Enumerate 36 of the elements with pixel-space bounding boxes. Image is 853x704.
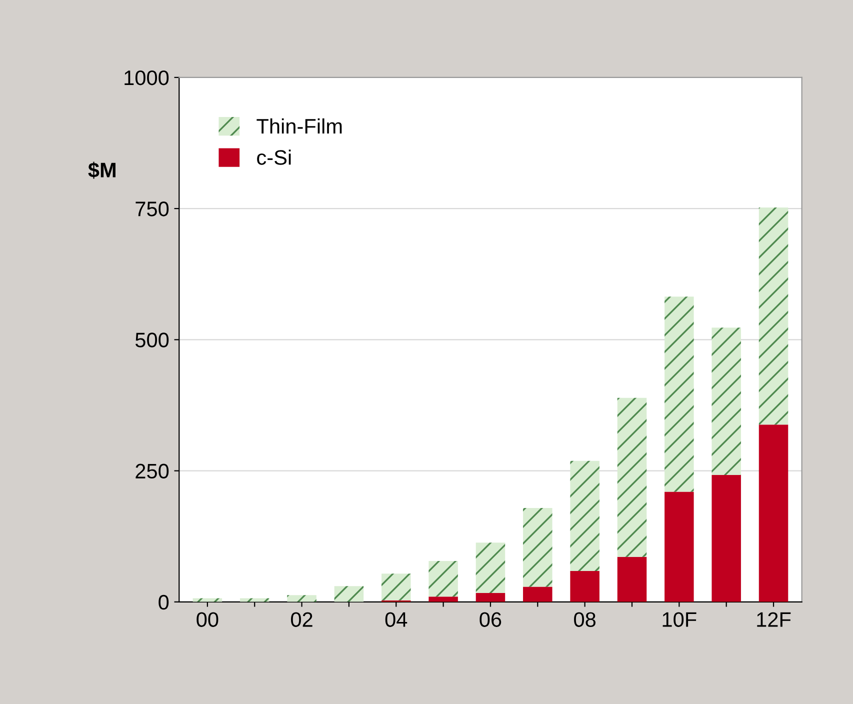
- bar: [712, 328, 741, 475]
- x-tick-label: 06: [480, 612, 502, 627]
- bar: [428, 596, 458, 602]
- bar: [334, 586, 364, 602]
- y-tick-label: 250: [136, 464, 169, 479]
- y-axis-title: $M: [88, 162, 116, 179]
- bar: [240, 598, 270, 602]
- bar: [758, 424, 788, 602]
- x-tick-label: 00: [196, 612, 218, 627]
- bar: [664, 296, 694, 492]
- y-tick-label: 1000: [124, 70, 169, 86]
- x-tick-label: 12F: [757, 612, 791, 627]
- bar: [664, 492, 694, 602]
- x-tick-label: 10F: [662, 612, 696, 627]
- bar: [617, 556, 647, 602]
- bar: [712, 474, 741, 602]
- bar: [523, 508, 552, 587]
- bar: [476, 542, 506, 594]
- bar: [617, 398, 647, 557]
- bar: [758, 208, 788, 425]
- y-tick-label: 500: [135, 332, 169, 348]
- y-tick-label: 750: [136, 202, 169, 216]
- bar: [287, 595, 316, 602]
- y-tick-label: 0: [158, 594, 169, 610]
- legend-label: c-Si: [257, 150, 291, 165]
- bar: [523, 586, 552, 602]
- legend-label: Thin-Film: [256, 118, 342, 134]
- x-tick-label: 02: [291, 612, 312, 627]
- bar: [570, 570, 600, 602]
- bar: [476, 593, 506, 602]
- x-tick-label: 04: [385, 612, 408, 627]
- bar: [570, 460, 600, 571]
- bar: [382, 574, 411, 600]
- bar: [192, 598, 222, 602]
- x-tick-label: 08: [574, 612, 596, 627]
- bar: [428, 561, 458, 597]
